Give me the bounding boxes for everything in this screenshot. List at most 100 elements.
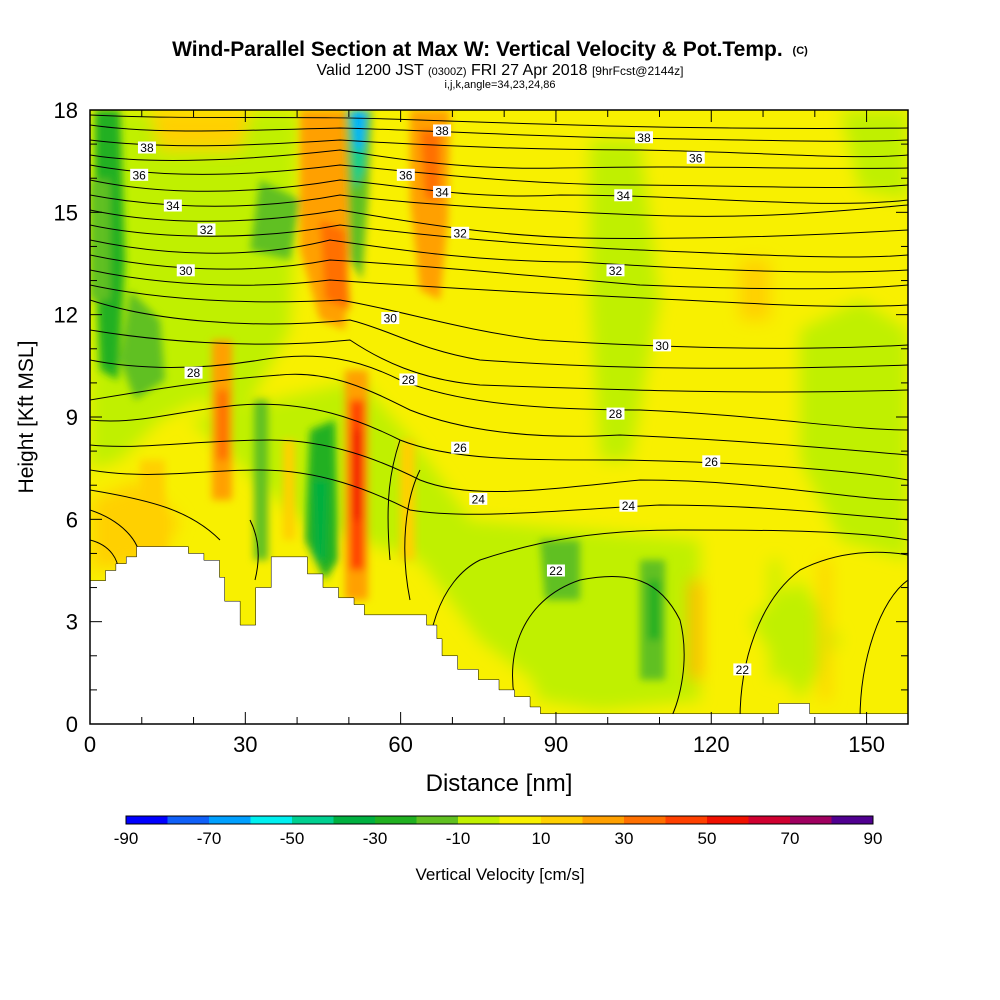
contour-label: 30: [381, 312, 400, 326]
colorbar-swatch: [624, 816, 666, 824]
colorbar-swatch: [126, 816, 168, 824]
contour-label-text: 34: [166, 199, 180, 213]
contour-label-text: 32: [609, 264, 623, 278]
contour-label: 34: [163, 199, 182, 213]
contour-label-text: 30: [179, 264, 193, 278]
contour-label: 28: [399, 373, 418, 387]
contour-label: 32: [451, 226, 470, 240]
contour-label: 32: [606, 264, 625, 278]
contour-label-bg: [396, 168, 415, 181]
subtitle-date: FRI 27 Apr 2018: [471, 62, 588, 79]
contour-label-bg: [137, 141, 156, 154]
contour-label-text: 34: [435, 185, 449, 199]
colorbar-swatch: [541, 816, 583, 824]
y-tick-label: 9: [66, 405, 78, 430]
colorbar-swatch: [209, 816, 251, 824]
chart-subtitle: Valid 1200 JST (0300Z) FRI 27 Apr 2018 […: [317, 62, 684, 79]
contour-label-text: 36: [399, 168, 413, 182]
contour-label: 30: [176, 264, 195, 278]
colorbar-frame: [125, 815, 874, 825]
contour-label: 28: [184, 366, 203, 380]
contour-label-text: 32: [453, 226, 467, 240]
colorbar-swatch: [416, 816, 459, 824]
colorbar-tick-label: 10: [532, 829, 551, 848]
chart-title: Wind-Parallel Section at Max W: Vertical…: [172, 38, 808, 61]
contour-label-text: 38: [637, 131, 651, 145]
contour-label-bg: [634, 131, 653, 144]
contour-label-bg: [653, 339, 672, 352]
y-tick-label: 0: [66, 712, 78, 737]
contour-label-bg: [197, 223, 216, 236]
contour-label-bg: [546, 564, 565, 577]
colorbar-label: Vertical Velocity [cm/s]: [415, 865, 584, 884]
x-tick-label: 30: [233, 732, 257, 757]
contour-label-text: 36: [133, 168, 147, 182]
colorbar-tick-label: -70: [197, 829, 222, 848]
colorbar-swatch: [458, 816, 500, 824]
subtitle-forecast: [9hrFcst@2144z]: [592, 64, 684, 78]
contour-label-text: 38: [140, 141, 154, 155]
contour-label-text: 22: [736, 663, 750, 677]
contour-label-bg: [130, 168, 149, 181]
contour-label-bg: [606, 407, 625, 420]
contour-label-text: 32: [200, 223, 214, 237]
contour-label-bg: [451, 441, 470, 454]
contour-label-bg: [184, 366, 203, 379]
contour-label-bg: [702, 455, 721, 468]
x-axis: 0 30 60 90 120 150: [84, 110, 885, 757]
contour-label-bg: [469, 492, 488, 505]
x-tick-label: 60: [388, 732, 412, 757]
contour-label-text: 24: [472, 492, 486, 506]
contour-label-bg: [163, 199, 182, 212]
contour-label: 26: [702, 455, 721, 469]
colorbar-swatch: [748, 816, 791, 824]
contour-label: 36: [686, 151, 705, 165]
colorbar-swatch: [582, 816, 625, 824]
colorbar-swatch: [250, 816, 293, 824]
contour-label-text: 30: [655, 339, 669, 353]
contour-label-text: 28: [187, 366, 201, 380]
contour-label-text: 34: [617, 189, 631, 203]
y-tick-label: 6: [66, 507, 78, 532]
contour-label-text: 28: [609, 407, 623, 421]
colorbar-swatch: [375, 816, 417, 824]
contour-label: 34: [433, 185, 452, 199]
colorbar-swatch: [499, 816, 542, 824]
contour-label-text: 38: [435, 124, 449, 138]
contour-label-text: 30: [384, 312, 398, 326]
colorbar-tick-label: -10: [446, 829, 471, 848]
contour-label-bg: [451, 226, 470, 239]
contour-label: 28: [606, 407, 625, 421]
colorbar-tick-label: -50: [280, 829, 305, 848]
x-tick-label: 90: [544, 732, 568, 757]
contour-label-bg: [433, 185, 452, 198]
chart-subtitle-indices: i,j,k,angle=34,23,24,86: [444, 79, 555, 91]
colorbar-tick-label: -30: [363, 829, 388, 848]
colorbar-swatch: [790, 816, 832, 824]
contour-label-bg: [433, 124, 452, 137]
colorbar-swatch: [707, 816, 749, 824]
contour-label-text: 24: [622, 499, 636, 513]
contour-label-bg: [606, 264, 625, 277]
x-tick-label: 0: [84, 732, 96, 757]
contour-label-text: 22: [549, 564, 563, 578]
colorbar-tick-label: 50: [698, 829, 717, 848]
colorbar-tick-label: 30: [615, 829, 634, 848]
contour-label-bg: [399, 373, 418, 386]
contour-label-text: 26: [453, 441, 467, 455]
contour-label: 32: [197, 223, 216, 237]
colorbar-swatch: [333, 816, 376, 824]
chart-title-mark: (C): [793, 45, 809, 57]
x-tick-label: 150: [848, 732, 885, 757]
y-axis-label: Height [Kft MSL]: [15, 341, 38, 494]
x-tick-label: 120: [693, 732, 730, 757]
x-axis-label: Distance [nm]: [426, 770, 573, 797]
y-tick-label: 15: [54, 200, 78, 225]
contour-label-text: 36: [689, 151, 703, 165]
colorbar-tick-label: 90: [864, 829, 883, 848]
contour-label-bg: [614, 189, 633, 202]
contour-label: 30: [653, 339, 672, 353]
contour-label: 24: [469, 492, 488, 506]
contour-label-bg: [176, 264, 195, 277]
